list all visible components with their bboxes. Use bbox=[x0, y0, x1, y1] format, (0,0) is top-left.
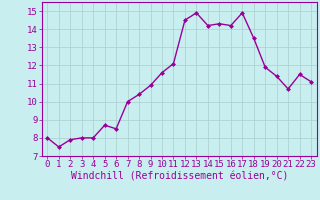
X-axis label: Windchill (Refroidissement éolien,°C): Windchill (Refroidissement éolien,°C) bbox=[70, 172, 288, 182]
